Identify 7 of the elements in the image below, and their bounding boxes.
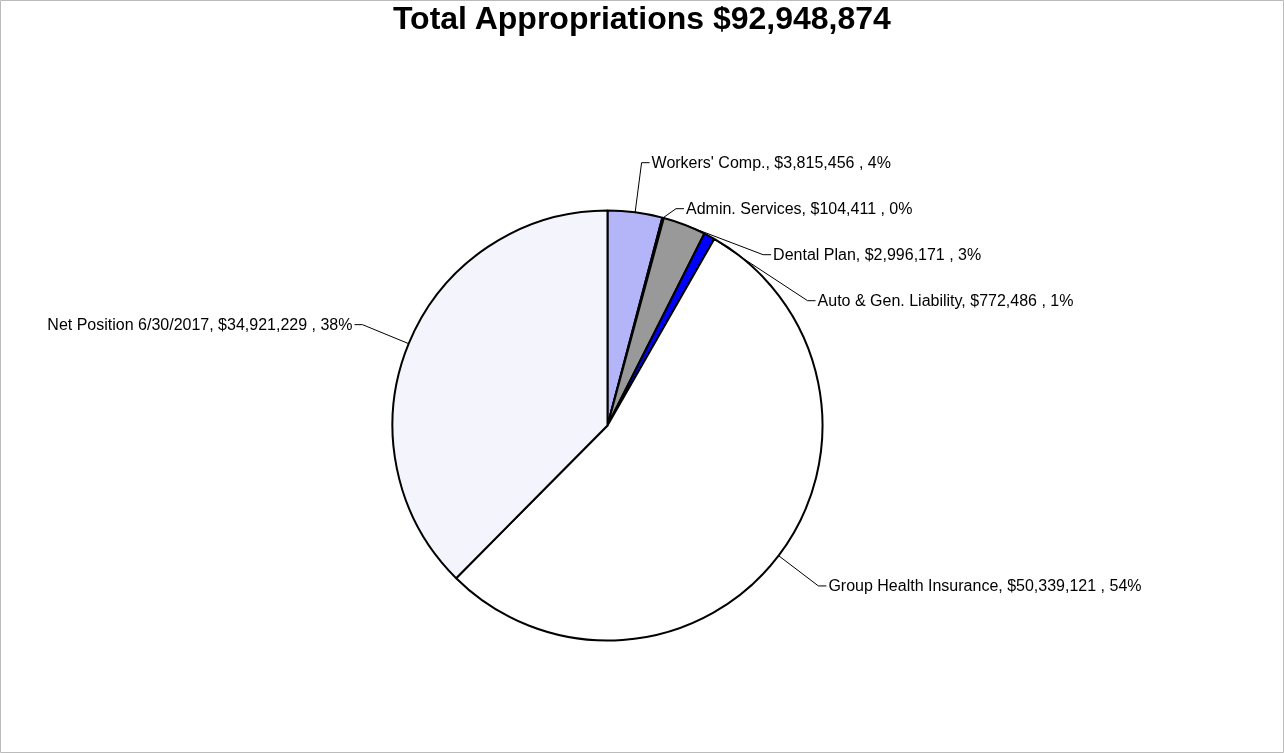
slice-label: Workers' Comp., $3,815,456 , 4% xyxy=(651,154,891,172)
slice-label: Group Health Insurance, $50,339,121 , 54% xyxy=(828,577,1142,595)
chart-title: Total Appropriations $92,948,874 xyxy=(392,0,892,36)
slice-label: Dental Plan, $2,996,171 , 3% xyxy=(773,246,982,264)
slice-label: Admin. Services, $104,411 , 0% xyxy=(686,200,913,218)
slice-label: Auto & Gen. Liability, $772,486 , 1% xyxy=(817,292,1074,310)
slice-label: Net Position 6/30/2017, $34,921,229 , 38% xyxy=(47,316,353,334)
